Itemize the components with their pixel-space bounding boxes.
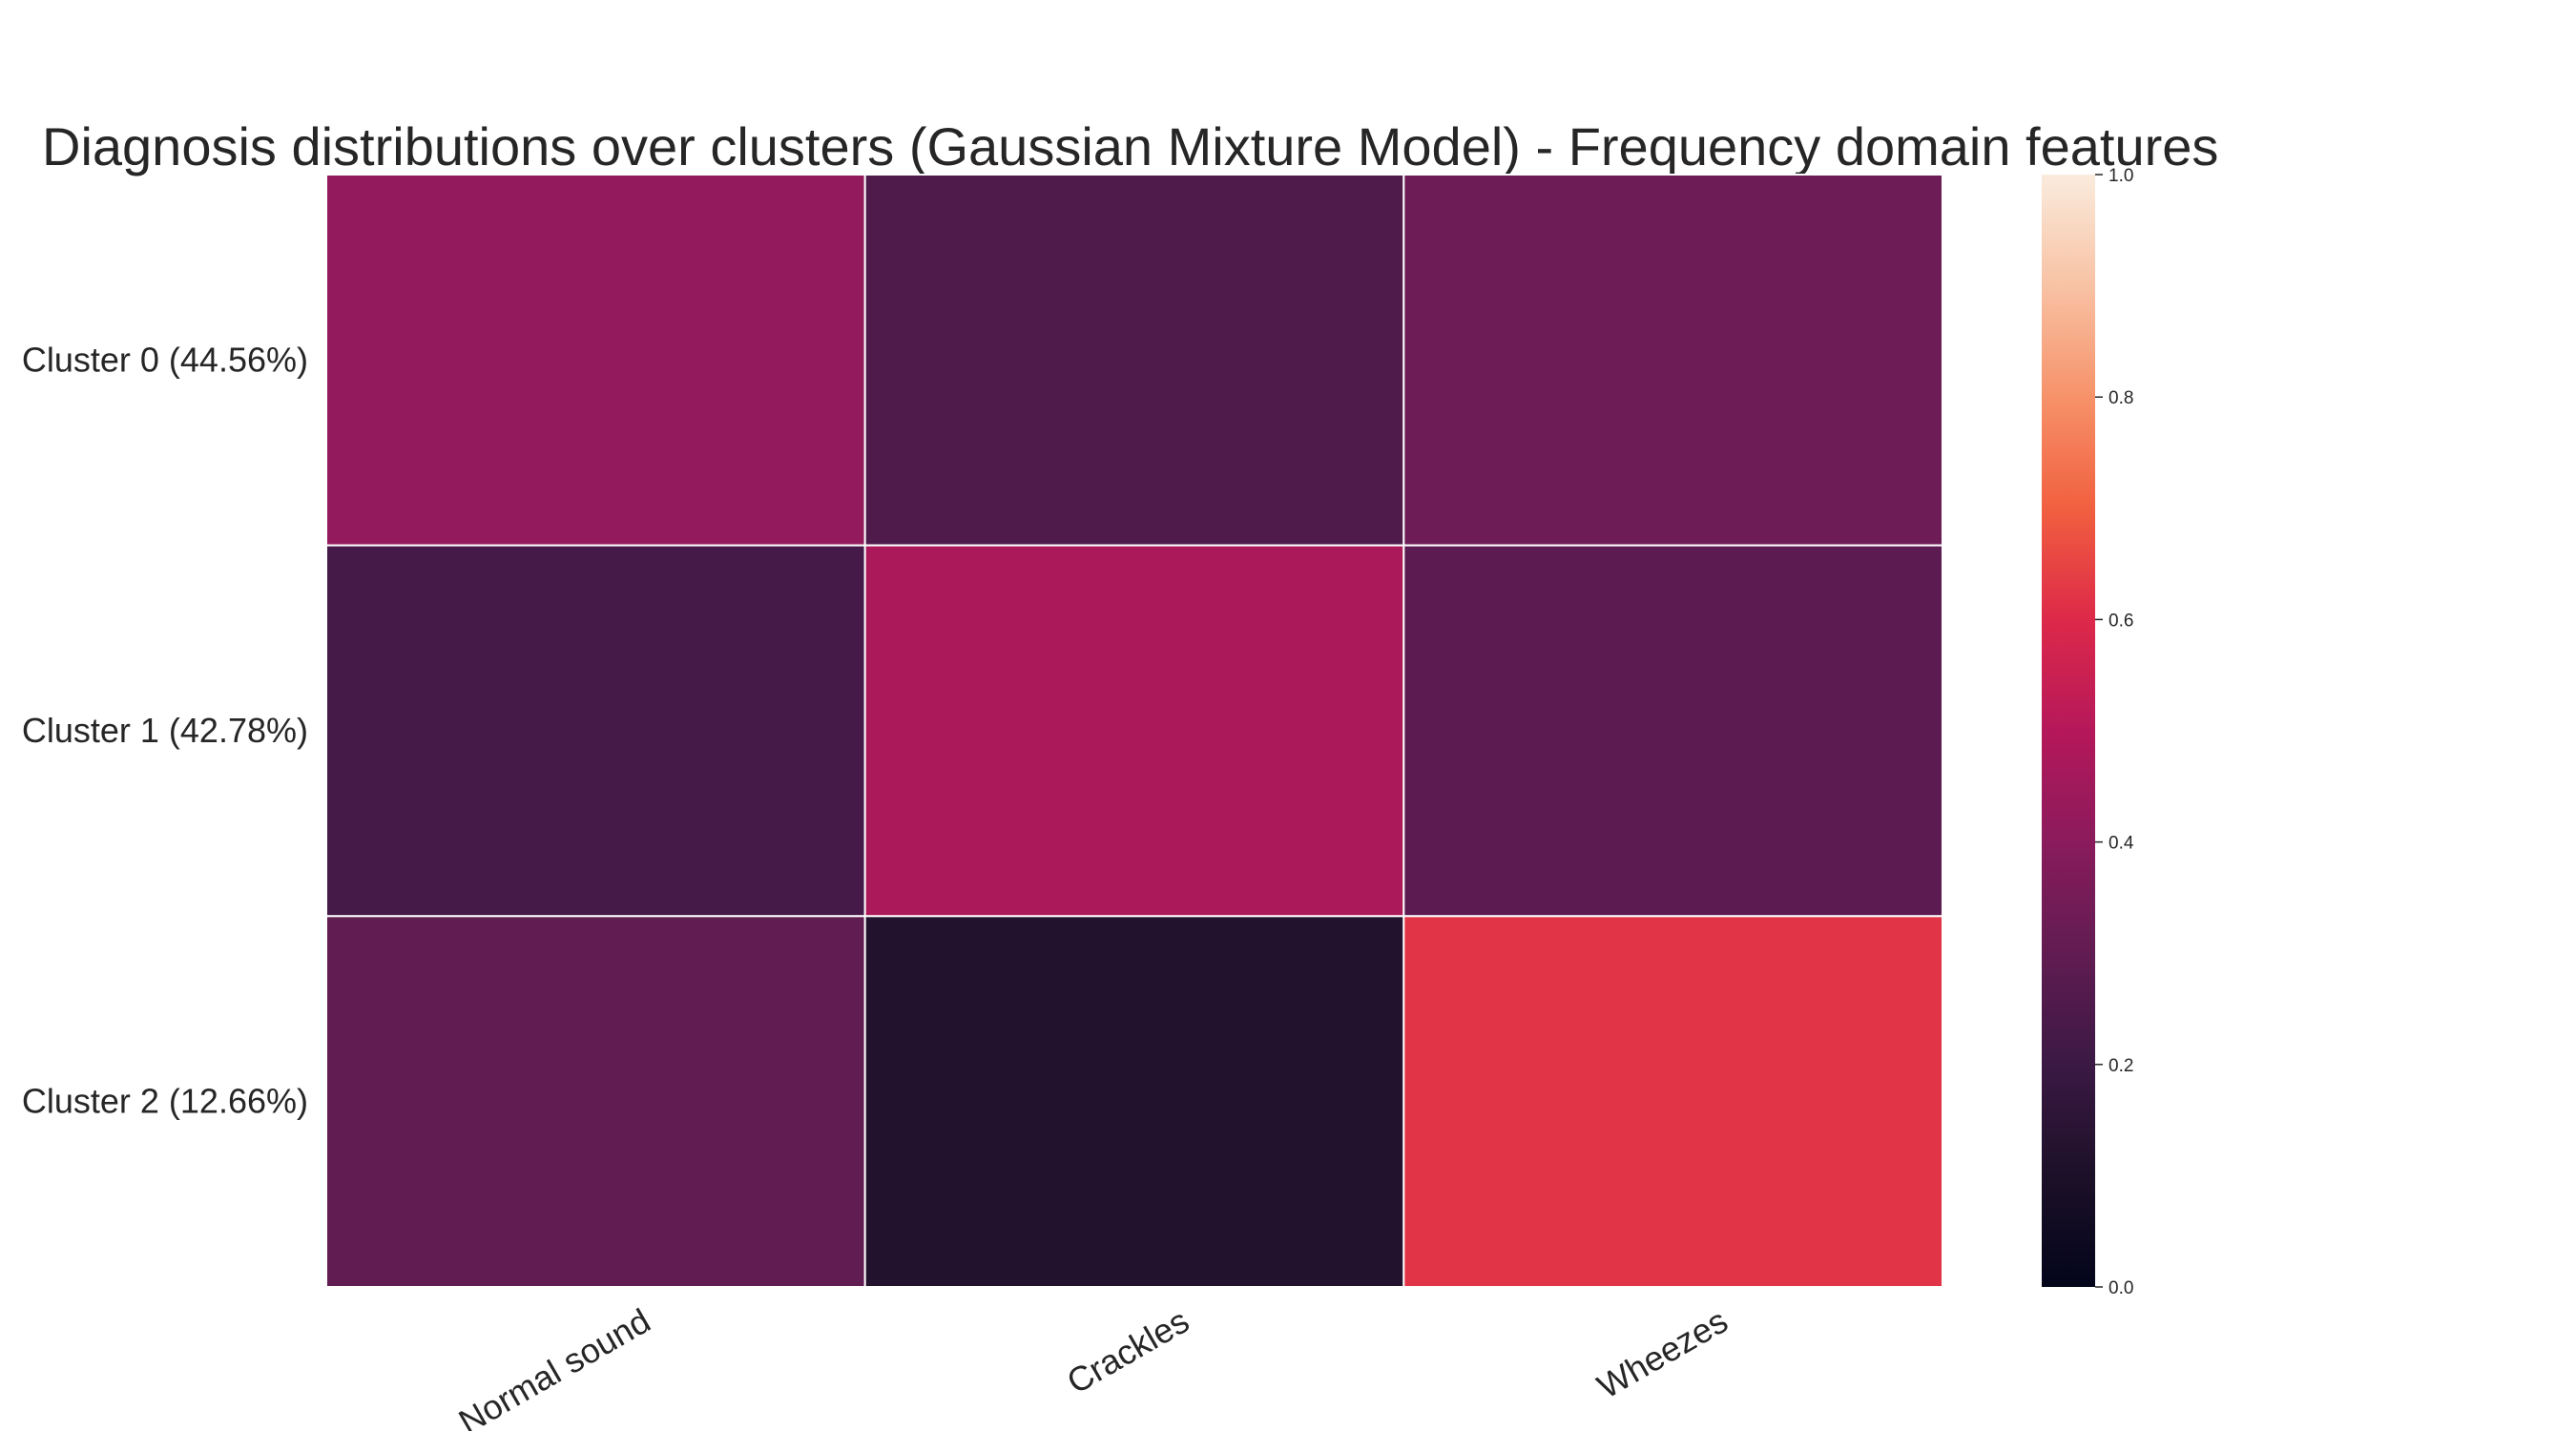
heatmap-cell-r1-c2 — [1402, 544, 1944, 918]
chart-title: Diagnosis distributions over clusters (G… — [42, 116, 2218, 176]
heatmap-cell-r2-c0 — [325, 915, 866, 1288]
heatmap-cell-r0-c1 — [863, 174, 1405, 547]
column-label-0: Normal sound — [452, 1300, 657, 1431]
row-label-1: Cluster 1 (42.78%) — [22, 711, 308, 750]
row-label-0: Cluster 0 (44.56%) — [22, 340, 308, 379]
colorbar — [2042, 175, 2095, 1287]
heatmap-cell-r2-c1 — [863, 915, 1405, 1288]
heatmap-cells — [325, 174, 1944, 1288]
colorbar-tick-label-1: 0.2 — [2109, 1056, 2133, 1076]
heatmap-cell-r1-c0 — [325, 544, 866, 918]
colorbar-tick-label-4: 0.8 — [2109, 388, 2133, 408]
row-labels: Cluster 0 (44.56%) Cluster 1 (42.78%) Clus… — [22, 340, 308, 1120]
heatmap-cell-r2-c2 — [1402, 915, 1944, 1288]
colorbar-tick-label-5: 1.0 — [2109, 166, 2133, 186]
column-label-2: Wheezes — [1590, 1300, 1734, 1406]
colorbar-tick-label-0: 0.0 — [2109, 1278, 2133, 1298]
row-label-2: Cluster 2 (12.66%) — [22, 1082, 308, 1121]
heatmap-cell-r0-c2 — [1402, 174, 1944, 547]
colorbar-tick-label-2: 0.4 — [2109, 834, 2134, 854]
heatmap-cell-r1-c1 — [863, 544, 1405, 918]
colorbar-ticks: 0.0 0.2 0.4 0.6 0.8 1.0 — [2095, 166, 2134, 1298]
column-label-1: Crackles — [1060, 1300, 1195, 1401]
column-labels: Normal sound Crackles Wheezes — [452, 1300, 1735, 1431]
heatmap-cell-r0-c0 — [325, 174, 866, 547]
colorbar-tick-label-3: 0.6 — [2109, 611, 2133, 631]
